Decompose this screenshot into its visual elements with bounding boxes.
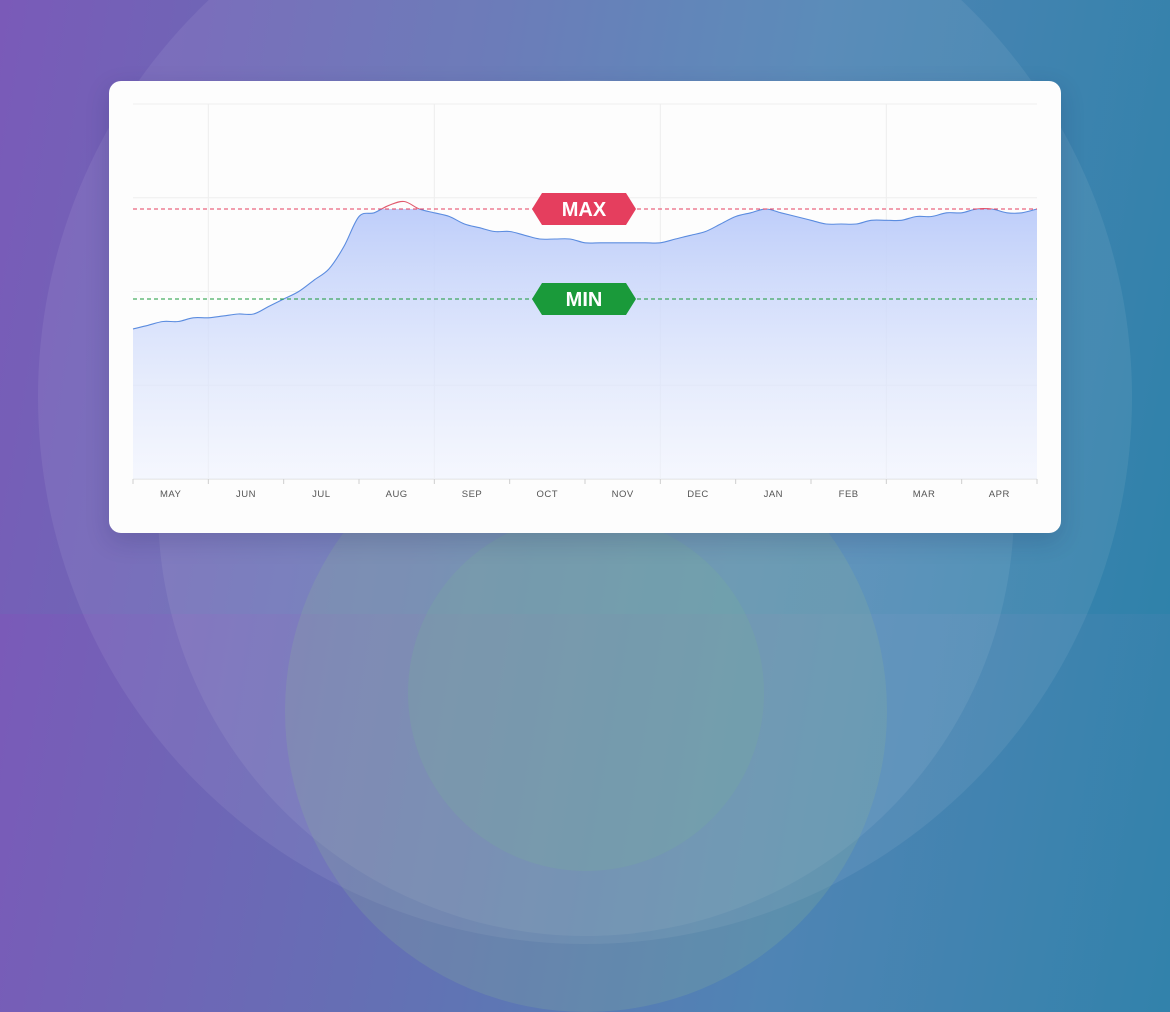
x-tick-label: NOV	[612, 489, 634, 500]
x-axis: MAY JUN JUL AUG SEP OCT NOV DEC JAN FEB MAR APR	[132, 479, 1038, 500]
area-fill	[133, 209, 1037, 479]
x-tick-label: MAR	[913, 489, 936, 500]
x-tick-label: SEP	[462, 489, 483, 500]
x-tick-label: AUG	[386, 489, 408, 500]
x-tick-label: DEC	[687, 489, 709, 500]
max-badge: MAX	[532, 193, 636, 225]
x-tick-label: MAY	[160, 489, 182, 500]
max-badge-label: MAX	[562, 199, 607, 221]
min-badge-label: MIN	[566, 289, 603, 311]
bg-circle-core	[408, 515, 764, 871]
chart-card: MAX MIN MAY JUN JUL AUG SEP OCT NOV DEC JAN FEB MA…	[109, 81, 1061, 533]
x-tick-label: APR	[989, 489, 1010, 500]
x-tick-label: JAN	[764, 489, 783, 500]
x-tick-label: JUN	[236, 489, 256, 500]
min-badge: MIN	[532, 283, 636, 315]
x-tick-label: OCT	[537, 489, 559, 500]
x-tick-label: FEB	[839, 489, 859, 500]
x-tick-label: JUL	[312, 489, 330, 500]
area-chart: MAX MIN MAY JUN JUL AUG SEP OCT NOV DEC JAN FEB MA…	[132, 103, 1038, 500]
